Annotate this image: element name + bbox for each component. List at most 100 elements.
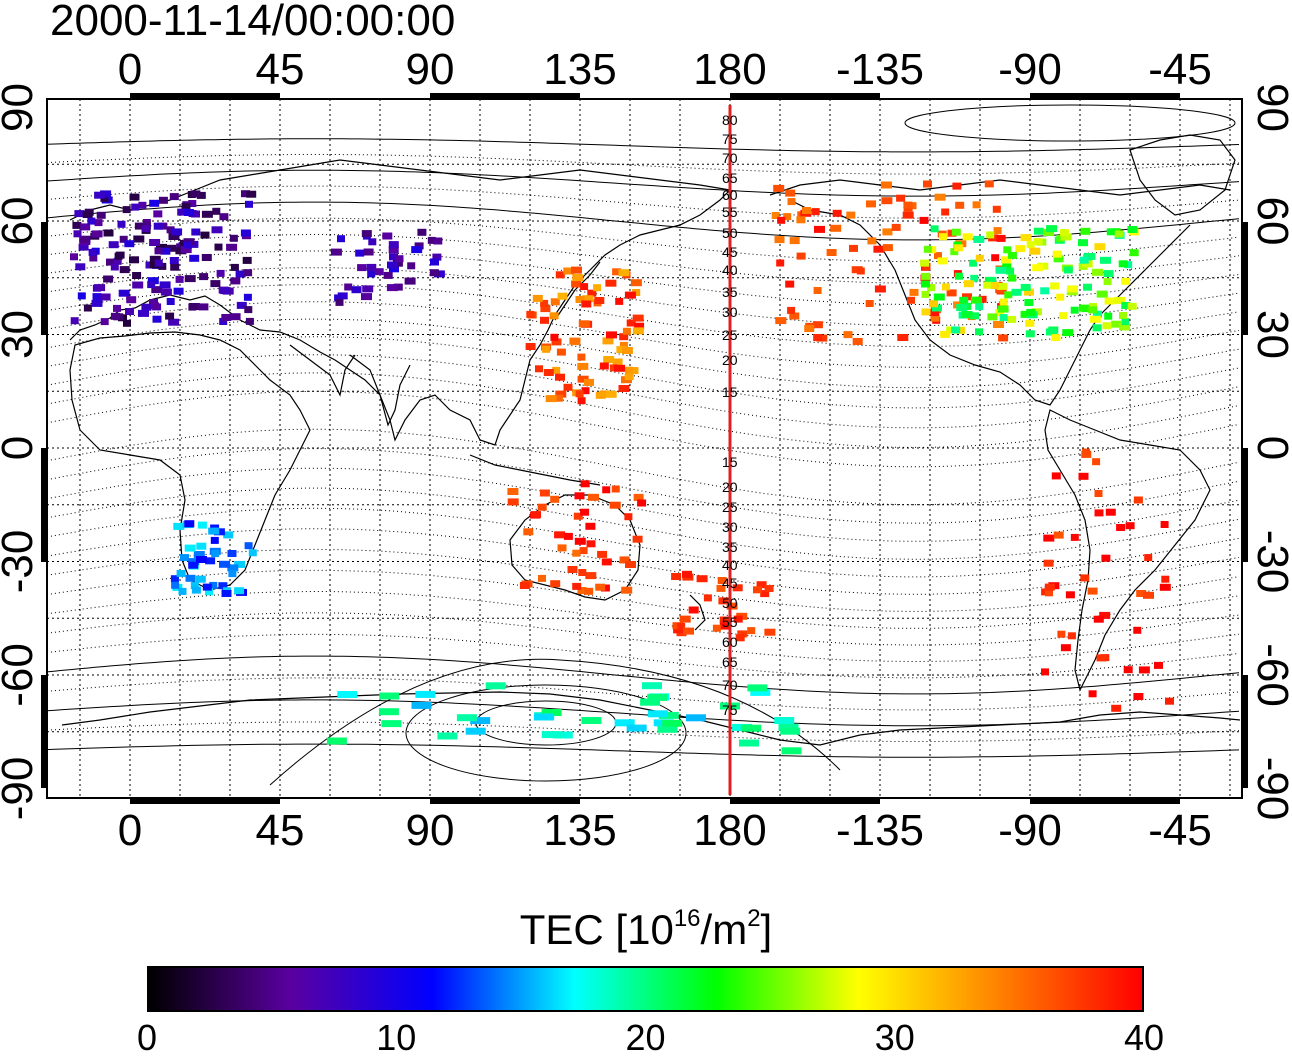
tec-cell (211, 226, 223, 234)
tec-cell (719, 622, 731, 630)
tec-cell (923, 180, 932, 188)
tec-cell (70, 317, 79, 325)
magnetic-latitude-line (46, 169, 1240, 197)
tec-cell (168, 318, 180, 326)
tec-cell (814, 225, 825, 233)
tec-cell (637, 499, 647, 507)
tec-cell (975, 254, 984, 262)
tec-cell (1103, 278, 1112, 286)
tec-cell (983, 281, 993, 289)
magnetic-lat-label: 35 (722, 284, 738, 300)
tec-cell (1093, 615, 1104, 623)
tec-cell (388, 241, 399, 249)
tec-cell (813, 287, 822, 294)
tec-cell (361, 293, 372, 301)
tec-cell (873, 245, 885, 253)
tec-cell (1056, 293, 1065, 301)
tec-cell (183, 209, 194, 216)
tec-cell (619, 341, 628, 349)
tec-cell (1138, 666, 1150, 674)
tec-cell (241, 190, 250, 198)
tec-cell (117, 220, 126, 228)
tec-cell (997, 305, 1009, 313)
tec-cell (229, 234, 238, 242)
tec-cell (92, 293, 102, 301)
colorbar-tick-label: 30 (874, 1017, 915, 1058)
tec-cell (94, 191, 106, 199)
tec-cell (221, 314, 232, 321)
tec-cell (168, 233, 180, 240)
left-lat-label: -90 (0, 757, 42, 821)
tec-cell (539, 489, 550, 497)
tec-cell (188, 200, 197, 207)
tec-cell (996, 234, 1006, 242)
tec-cell (538, 574, 546, 582)
tec-cell (941, 208, 950, 216)
tec-cell (94, 284, 106, 292)
tec-cell (552, 366, 561, 374)
tec-cell (171, 581, 180, 589)
tec-cell (87, 217, 96, 225)
tec-cell (218, 582, 228, 590)
tec-cell (1083, 283, 1092, 291)
magnetic-latitude-line (46, 284, 1240, 348)
tec-cell (865, 300, 874, 307)
magnetic-latitude-line (46, 138, 1240, 153)
tec-cell (185, 574, 196, 582)
tec-cell (1079, 256, 1089, 264)
tec-cell (1033, 238, 1043, 246)
tec-cell (175, 275, 184, 283)
tec-cell (220, 287, 231, 295)
tec-cell (595, 583, 606, 591)
tec-cell (921, 290, 930, 298)
bottom-lon-label: -90 (998, 806, 1062, 855)
magnetic-lat-label: 40 (722, 262, 738, 278)
tec-cell (228, 570, 237, 578)
tec-cell (1051, 334, 1061, 342)
lat-lon-grid (47, 99, 1242, 798)
tec-cell (246, 190, 257, 198)
tec-cell (119, 235, 128, 243)
tec-cell (1116, 524, 1126, 531)
tec-cell (919, 216, 929, 224)
tec-cell (1136, 590, 1147, 597)
tec-cell (750, 688, 771, 696)
tec-cell (1043, 534, 1055, 542)
tec-cell (1040, 287, 1050, 295)
tec-cell (747, 627, 756, 635)
tec-cell (554, 394, 563, 402)
tec-cell (387, 261, 397, 269)
tec-cell (866, 200, 876, 208)
magnetic-latitude-line (46, 428, 1240, 506)
tec-cell (1004, 291, 1013, 299)
tec-cell (79, 235, 91, 243)
tec-cell (229, 313, 241, 321)
tec-cell (243, 269, 253, 277)
tec-cell (930, 225, 939, 233)
tec-cell (993, 321, 1004, 328)
tec-cell (138, 309, 149, 317)
left-lat-label: 0 (0, 436, 42, 460)
tec-cell (201, 210, 213, 218)
tec-cell (1081, 260, 1093, 268)
top-lon-label: 135 (543, 45, 616, 94)
tec-cell (1161, 575, 1170, 583)
south-magnetic-pole-contour (405, 684, 687, 782)
tec-cell (1078, 239, 1088, 247)
tec-cell (240, 229, 251, 237)
tec-cell (907, 296, 915, 304)
tec-cell (986, 231, 995, 239)
tec-cell (191, 228, 201, 236)
left-lat-label: -30 (0, 530, 42, 594)
tec-cell (775, 317, 787, 325)
tec-cell (1057, 630, 1066, 638)
tec-cell (712, 624, 721, 632)
tec-cell (1094, 243, 1106, 251)
tec-cell (200, 231, 210, 239)
tec-cell (717, 577, 727, 584)
tec-cell (219, 213, 229, 221)
tec-cell (1078, 472, 1089, 480)
bottom-lon-label: 135 (543, 806, 616, 855)
tec-cell (326, 737, 347, 745)
tec-cell (573, 512, 583, 520)
